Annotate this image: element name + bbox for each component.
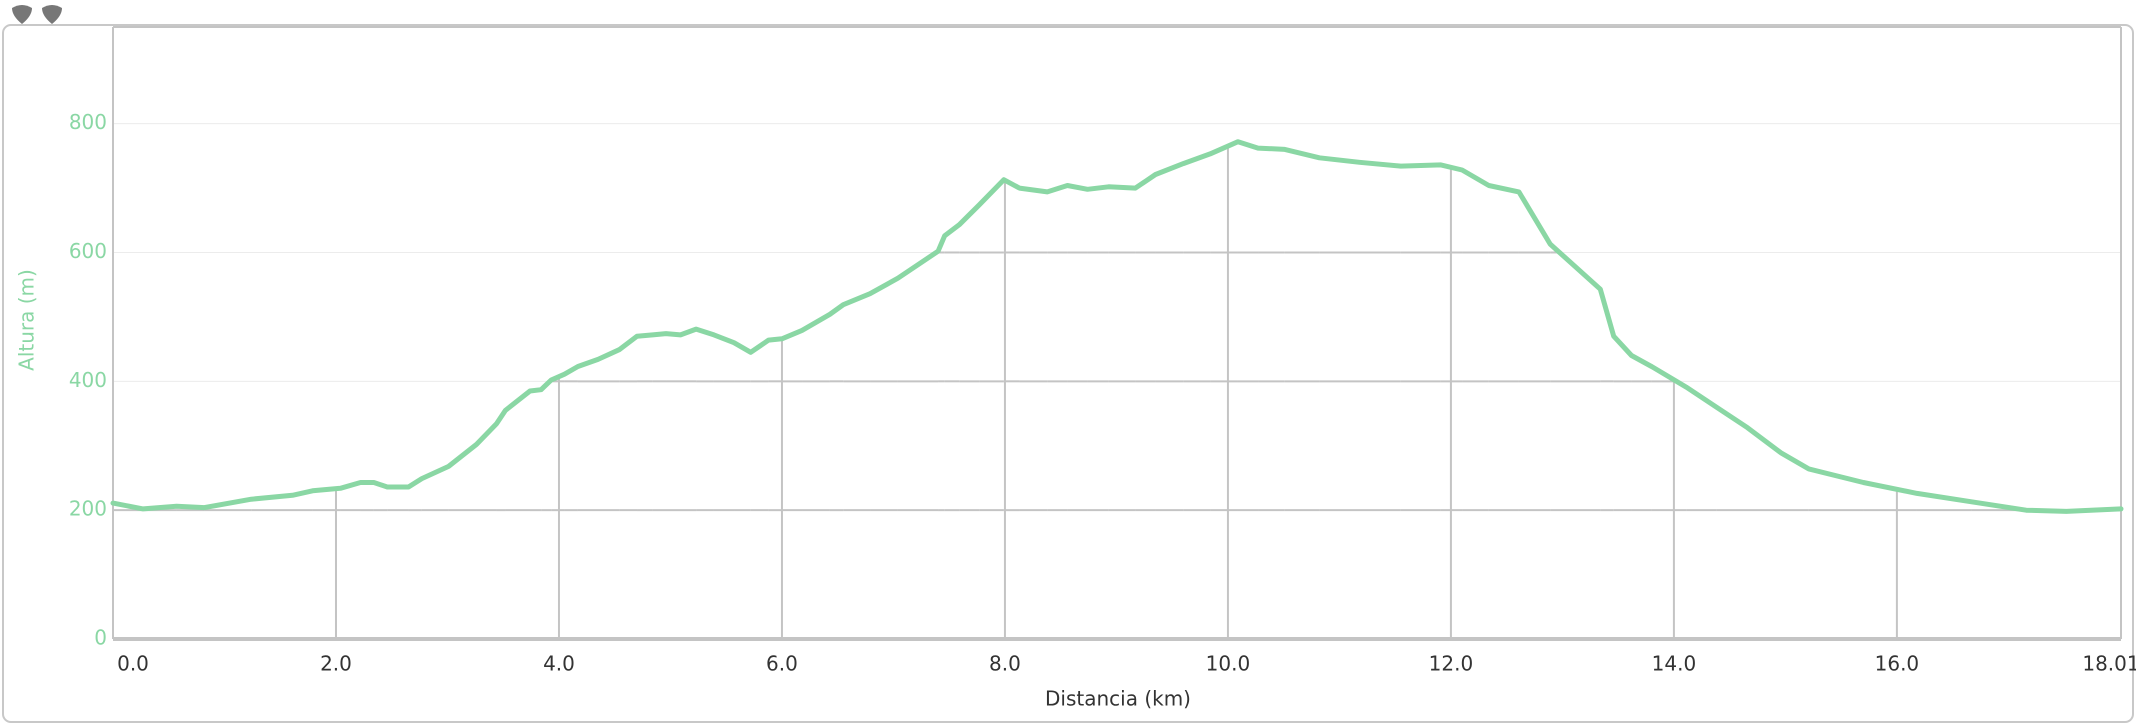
x-tick-label: 8.0: [989, 652, 1021, 676]
y-tick-label: 200: [69, 497, 107, 521]
y-tick-label: 600: [69, 239, 107, 263]
x-tick-label: 0.0: [117, 652, 149, 676]
elevation-line: [110, 139, 2124, 514]
y-tick-label: 800: [69, 110, 107, 134]
x-tick-label: 12.0: [1429, 652, 1474, 676]
x-tick-label: 4.0: [543, 652, 575, 676]
x-tick-label: 14.0: [1652, 652, 1697, 676]
x-axis-title: Distancia (km): [1045, 687, 1191, 711]
y-axis-title: Altura (m): [15, 269, 39, 371]
x-tick-label: 2.0: [320, 652, 352, 676]
marker-icon[interactable]: [12, 5, 32, 24]
x-tick-label: 16.0: [1875, 652, 1920, 676]
y-tick-label: 400: [69, 368, 107, 392]
x-tick-label: 6.0: [766, 652, 798, 676]
y-tick-label: 0: [94, 626, 107, 650]
x-tick-label: 10.0: [1206, 652, 1251, 676]
marker-icon[interactable]: [42, 5, 62, 24]
x-tick-label: 18.01: [2082, 652, 2136, 676]
panel-frame: [2, 24, 2134, 723]
